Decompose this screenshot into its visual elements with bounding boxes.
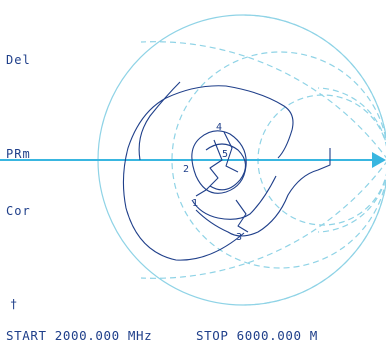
trace-markers: 1 2 3 4 5 bbox=[183, 122, 242, 243]
grid-reactance-arc bbox=[140, 161, 386, 279]
grid-reactance-arc bbox=[317, 174, 386, 233]
start-frequency: START 2000.000 MHz bbox=[6, 328, 153, 343]
real-axis-arrow-icon bbox=[372, 152, 386, 168]
stop-frequency: STOP 6000.000 M bbox=[196, 328, 318, 343]
marker-label: 3 bbox=[236, 232, 242, 243]
frequency-footer: START 2000.000 MHz STOP 6000.000 M bbox=[0, 328, 386, 350]
softkey-label-prm[interactable]: PRm bbox=[6, 147, 31, 161]
marker-label: 1 bbox=[192, 198, 198, 209]
marker-label: 4 bbox=[216, 122, 222, 133]
grid-reactance-arc bbox=[242, 179, 386, 306]
softkey-label-del[interactable]: Del bbox=[6, 53, 31, 67]
marker-label: 2 bbox=[183, 164, 189, 175]
grid-reactance-arc bbox=[242, 14, 386, 141]
softkey-label-cor[interactable]: Cor bbox=[6, 204, 31, 218]
grid-reactance-arc bbox=[140, 41, 386, 159]
grid-reactance-arc bbox=[317, 87, 386, 146]
marker-label: 5 bbox=[222, 149, 228, 160]
marker-indicator-icon: † bbox=[10, 297, 19, 311]
measurement-trace bbox=[122, 81, 331, 261]
